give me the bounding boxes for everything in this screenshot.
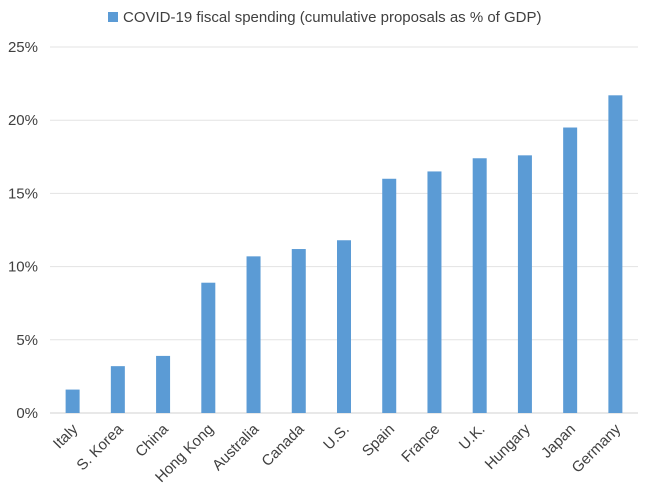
bar-australia	[246, 256, 261, 413]
x-tick-label: Canada	[258, 420, 308, 470]
bar-u-k	[472, 158, 487, 413]
x-tick-label: U.S.	[320, 421, 353, 454]
x-tick-label: Spain	[359, 421, 398, 460]
bar-france	[427, 171, 442, 413]
y-tick-label: 25%	[8, 39, 38, 56]
bar-hong-kong	[201, 282, 216, 413]
x-tick-label: U.K.	[456, 421, 489, 454]
legend: COVID-19 fiscal spending (cumulative pro…	[108, 9, 542, 26]
bar-hungary	[517, 155, 532, 413]
bar-germany	[608, 95, 623, 413]
bar-s-korea	[110, 366, 125, 413]
bar-italy	[65, 389, 80, 413]
x-tick-label: France	[398, 421, 443, 466]
x-tick-label: S. Korea	[73, 420, 127, 474]
x-tick-label: Germany	[569, 420, 625, 476]
y-tick-label: 10%	[8, 259, 38, 276]
bar-japan	[563, 127, 578, 414]
bars	[65, 95, 623, 414]
y-tick-label: 15%	[8, 185, 38, 202]
x-tick-label: Australia	[209, 420, 263, 474]
x-tick-label: Hungary	[482, 420, 534, 472]
y-tick-label: 0%	[16, 405, 38, 422]
y-axis-tick-labels: 0% 5% 10% 15% 20% 25%	[8, 39, 38, 422]
x-tick-label: China	[132, 420, 172, 460]
bar-canada	[291, 249, 306, 413]
bar-china	[156, 355, 171, 413]
y-tick-label: 5%	[16, 332, 38, 349]
legend-label: COVID-19 fiscal spending (cumulative pro…	[123, 9, 542, 26]
y-tick-label: 20%	[8, 112, 38, 129]
x-tick-label: Italy	[50, 420, 82, 452]
bar-u-s	[337, 240, 351, 413]
bar-spain	[382, 178, 397, 413]
x-tick-label: Japan	[538, 421, 579, 462]
legend-swatch	[108, 12, 118, 22]
